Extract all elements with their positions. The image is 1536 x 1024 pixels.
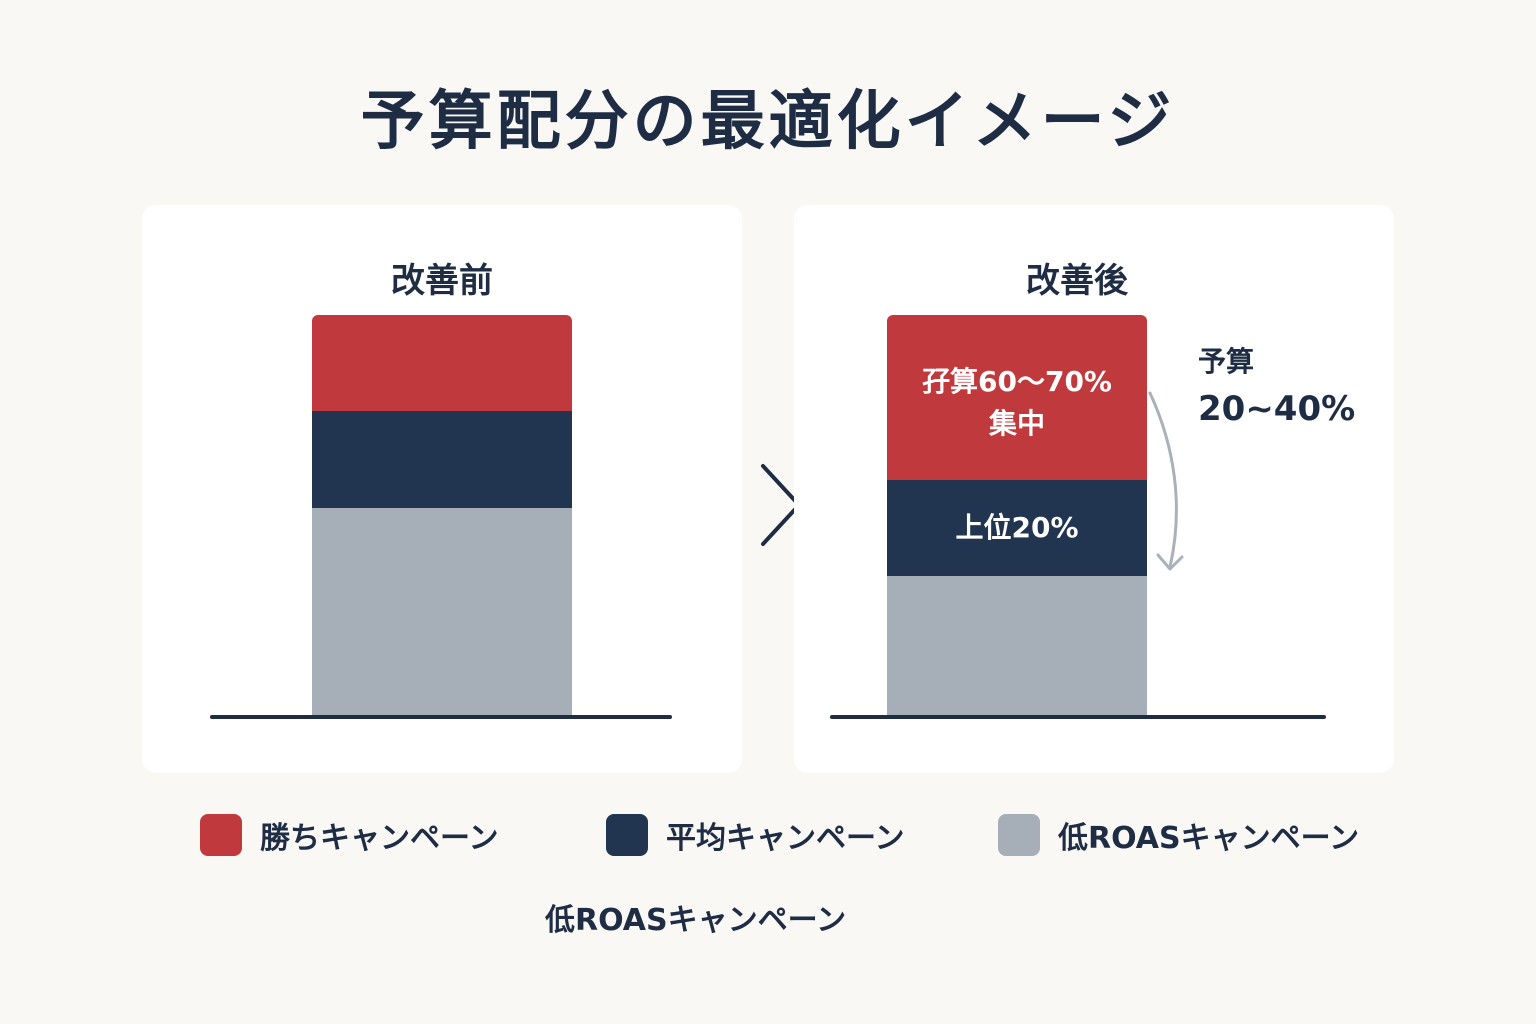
legend-item-average: 平均キャンペーン	[606, 813, 905, 857]
legend-item-winning: 勝ちキャンペーン	[200, 813, 499, 857]
segment-after-winning: 孖算60～70% 集中	[887, 315, 1147, 480]
panel-title-after: 改善後	[1026, 261, 1128, 301]
budget-annotation: 予算 20~40%	[1198, 340, 1355, 434]
segment-after-average: 上位20%	[887, 479, 1147, 577]
baseline-before	[210, 715, 672, 719]
segment-label-line1: 孖算60～70%	[922, 365, 1112, 398]
segment-before-low	[312, 507, 572, 717]
legend: 勝ちキャンペーン 平均キャンペーン 低ROASキャンペーン	[0, 813, 1536, 863]
segment-label-line2: 集中	[988, 407, 1045, 440]
segment-label-after-average: 上位20%	[955, 510, 1079, 544]
curved-arrow-icon	[1148, 391, 1184, 571]
footnote-label: 低ROASキャンペーン	[545, 903, 847, 938]
segment-before-average	[312, 411, 572, 508]
panel-after: 改善後 孖算60～70% 集中 上位20%	[794, 205, 1394, 773]
legend-label-low: 低ROASキャンペーン	[1058, 821, 1360, 856]
legend-swatch-winning	[200, 814, 242, 856]
budget-annotation-value: 20~40%	[1198, 389, 1356, 429]
segment-after-low	[887, 576, 1147, 717]
panel-title-before: 改善前	[391, 261, 493, 301]
legend-label-average: 平均キャンペーン	[666, 821, 905, 856]
bar-before	[312, 315, 572, 717]
legend-swatch-low	[998, 814, 1040, 856]
chart-title: 予算配分の最適化イメージ	[360, 85, 1176, 159]
baseline-after	[830, 715, 1326, 719]
segment-label-after-winning: 孖算60～70% 集中	[887, 361, 1147, 445]
legend-label-winning: 勝ちキャンペーン	[260, 821, 499, 856]
panel-before: 改善前	[142, 205, 742, 773]
segment-before-winning	[312, 315, 572, 412]
legend-swatch-average	[606, 814, 648, 856]
bar-after: 孖算60～70% 集中 上位20%	[887, 315, 1147, 717]
budget-annotation-label: 予算	[1198, 345, 1255, 378]
legend-item-low: 低ROASキャンペーン	[998, 813, 1359, 857]
